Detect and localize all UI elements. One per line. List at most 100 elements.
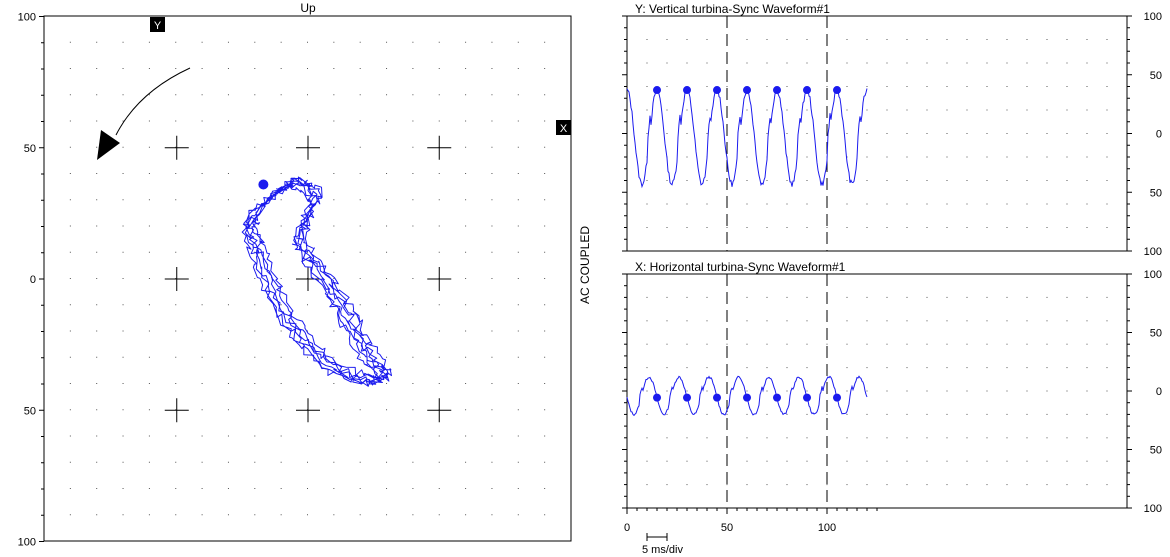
- grid-dot: [359, 356, 361, 358]
- grid-dot: [122, 356, 124, 358]
- grid-dot: [746, 133, 748, 134]
- grid-dot: [201, 278, 203, 279]
- grid-dot: [746, 367, 748, 369]
- grid-dot: [122, 173, 124, 174]
- grid-dot: [307, 225, 308, 227]
- right-tick-label: 100: [1144, 269, 1162, 281]
- grid-dot: [122, 409, 124, 411]
- grid-dot: [646, 203, 648, 205]
- grid-dot: [926, 227, 928, 228]
- grid-dot: [966, 86, 968, 87]
- grid-dot: [69, 41, 71, 43]
- grid-dot: [846, 180, 848, 181]
- grid-dot: [686, 413, 688, 415]
- grid-dot: [438, 383, 440, 384]
- grid-dot: [412, 383, 414, 384]
- grid-dot: [280, 225, 282, 227]
- grid-dot: [491, 251, 493, 253]
- grid-dot: [946, 296, 948, 298]
- grid-dot: [1006, 133, 1008, 134]
- grid-dot: [1026, 203, 1028, 205]
- grid-dot: [806, 109, 808, 111]
- grid-dot: [946, 156, 948, 158]
- grid-dot: [359, 251, 361, 253]
- grid-dot: [122, 68, 124, 69]
- grid-dot: [786, 484, 788, 486]
- grid-dot: [706, 484, 708, 486]
- grid-dot: [333, 514, 335, 516]
- grid-dot: [1046, 109, 1048, 111]
- grid-dot: [1066, 460, 1068, 462]
- grid-dot: [438, 199, 440, 201]
- grid-dot: [438, 304, 440, 306]
- grid-dot: [307, 68, 308, 69]
- grid-dot: [866, 296, 868, 298]
- grid-dot: [646, 133, 648, 134]
- grid-dot: [706, 343, 708, 345]
- grid-dot: [359, 41, 361, 43]
- grid-dot: [280, 383, 282, 384]
- grid-dot: [69, 278, 71, 279]
- grid-dot: [465, 488, 467, 489]
- grid-dot: [646, 86, 648, 87]
- grid-dot: [926, 413, 928, 415]
- grid-dot: [786, 390, 788, 392]
- grid-dot: [359, 461, 361, 463]
- grid-dot: [412, 304, 414, 306]
- grid-dot: [726, 484, 728, 486]
- grid-dot: [1006, 437, 1008, 439]
- grid-dot: [517, 461, 519, 463]
- grid-dot: [227, 41, 229, 43]
- grid-dot: [726, 227, 728, 228]
- grid-dot: [517, 173, 519, 174]
- grid-dot: [465, 409, 467, 411]
- grid-dot: [227, 68, 229, 69]
- grid-dot: [666, 437, 668, 439]
- grid-dot: [333, 278, 335, 279]
- right-tick-label: 100: [1144, 11, 1162, 23]
- grid-dot: [766, 180, 768, 181]
- grid-dot: [926, 180, 928, 181]
- grid-dot: [386, 514, 388, 516]
- grid-dot: [906, 109, 908, 111]
- grid-dot: [175, 173, 177, 174]
- grid-dot: [846, 320, 848, 322]
- rotation-arrow-icon: [115, 67, 191, 136]
- grid-dot: [666, 203, 668, 205]
- grid-dot: [806, 39, 808, 40]
- grid-dot: [686, 62, 688, 64]
- grid-dot: [175, 356, 177, 358]
- grid-dot: [307, 251, 308, 253]
- grid-dot: [866, 156, 868, 158]
- grid-dot: [806, 203, 808, 205]
- grid-dot: [726, 343, 728, 345]
- grid-dot: [333, 330, 335, 332]
- grid-dot: [726, 86, 728, 87]
- keyphasor-dot: [713, 393, 721, 402]
- grid-dot: [517, 488, 519, 489]
- grid-dot: [986, 180, 988, 181]
- right-tick-label: 0: [1156, 386, 1162, 398]
- grid-dot: [1066, 62, 1068, 64]
- grid-dot: [1026, 437, 1028, 439]
- grid-dot: [201, 41, 203, 43]
- grid-dot: [148, 488, 150, 489]
- grid-dot: [1086, 484, 1088, 486]
- grid-dot: [766, 484, 768, 486]
- grid-dot: [69, 120, 71, 122]
- grid-dot: [227, 225, 229, 227]
- grid-dot: [886, 367, 888, 369]
- grid-dot: [706, 460, 708, 462]
- grid-dot: [1066, 296, 1068, 298]
- grid-dot: [1086, 86, 1088, 87]
- grid-dot: [906, 39, 908, 40]
- grid-dot: [544, 330, 546, 332]
- grid-dot: [201, 514, 203, 516]
- grid-dot: [846, 484, 848, 486]
- grid-dot: [706, 62, 708, 64]
- grid-dot: [686, 460, 688, 462]
- grid-dot: [227, 173, 229, 174]
- grid-dot: [254, 251, 256, 253]
- grid-dot: [1046, 460, 1048, 462]
- grid-dot: [846, 86, 848, 87]
